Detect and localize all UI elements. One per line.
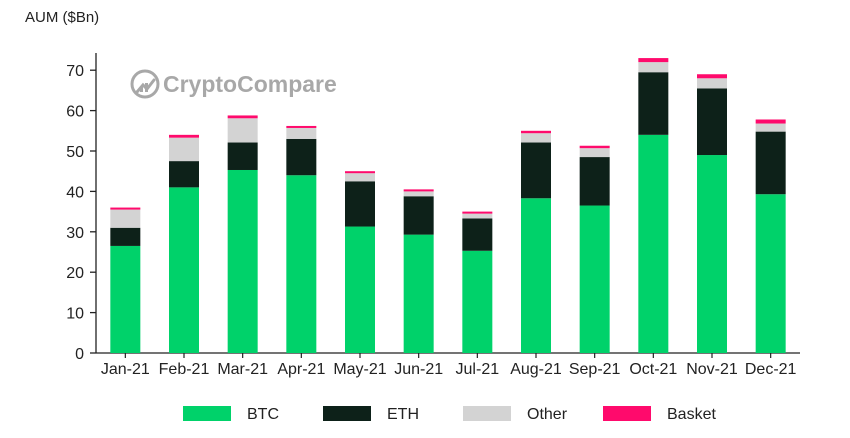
bar-basket-jun-21 [403, 189, 434, 192]
bar-basket-dec-21 [755, 119, 786, 124]
bars [110, 58, 786, 353]
x-tick-label: Dec-21 [745, 361, 797, 378]
legend-label-btc: BTC [247, 406, 279, 423]
legend-swatch-basket [603, 406, 651, 421]
bar-btc-jan-21 [110, 245, 141, 353]
bar-btc-apr-21 [286, 175, 317, 353]
bar-basket-aug-21 [521, 130, 551, 134]
bar-eth-aug-21 [521, 142, 551, 199]
bar-other-mar-21 [227, 118, 258, 143]
bar-btc-aug-21 [521, 198, 551, 353]
y-tick-label: 50 [66, 144, 84, 161]
y-tick-label: 10 [66, 306, 84, 323]
x-tick-label: Jul-21 [456, 361, 500, 378]
x-tick-label: Feb-21 [159, 361, 210, 378]
bar-other-aug-21 [521, 133, 551, 143]
bar-basket-sep-21 [579, 145, 610, 149]
legend-swatch-eth [323, 406, 371, 421]
x-tick-label: Oct-21 [629, 361, 677, 378]
bar-other-nov-21 [697, 78, 727, 89]
legend-swatch-btc [183, 406, 231, 421]
bar-btc-nov-21 [697, 155, 727, 353]
bar-btc-sep-21 [579, 205, 610, 353]
bar-other-oct-21 [638, 62, 669, 73]
bar-eth-sep-21 [579, 157, 610, 206]
x-tick-label: Aug-21 [510, 361, 562, 378]
bar-eth-may-21 [345, 181, 375, 227]
bar-btc-mar-21 [227, 169, 258, 353]
bar-btc-jun-21 [403, 234, 434, 353]
bar-basket-feb-21 [169, 134, 199, 138]
axes: 0 10 20 30 40 50 60 70 [66, 53, 800, 363]
bar-other-jan-21 [110, 209, 141, 228]
bar-other-feb-21 [169, 137, 199, 162]
x-tick-label: Jan-21 [101, 361, 150, 378]
x-tick-label: Nov-21 [686, 361, 738, 378]
y-tick-label: 40 [66, 184, 84, 201]
bar-other-jun-21 [403, 191, 434, 197]
y-axis-label: AUM ($Bn) [25, 9, 99, 26]
bar-eth-oct-21 [638, 72, 669, 135]
bar-basket-mar-21 [227, 115, 258, 119]
x-tick-label: Apr-21 [277, 361, 325, 378]
x-tick-label: Jun-21 [394, 361, 443, 378]
bar-eth-apr-21 [286, 138, 317, 176]
bar-basket-apr-21 [286, 125, 317, 128]
watermark: CryptoCompare [130, 69, 337, 99]
bar-other-apr-21 [286, 127, 317, 139]
legend-swatch-other [463, 406, 511, 421]
bar-eth-jan-21 [110, 227, 141, 246]
bar-eth-nov-21 [697, 88, 727, 156]
bar-eth-jun-21 [403, 196, 434, 235]
bar-eth-mar-21 [227, 142, 258, 170]
legend: BTC ETH Other Basket [183, 406, 716, 423]
bar-btc-dec-21 [755, 194, 786, 353]
x-tick-label: Sep-21 [569, 361, 621, 378]
bar-other-may-21 [345, 173, 375, 182]
x-tick-label: Mar-21 [217, 361, 268, 378]
y-tick-label: 30 [66, 225, 84, 242]
bar-other-jul-21 [462, 213, 493, 219]
bar-btc-oct-21 [638, 134, 669, 353]
bar-eth-feb-21 [169, 161, 199, 188]
y-tick-label: 60 [66, 104, 84, 121]
bar-basket-jan-21 [110, 207, 141, 210]
y-tick-label: 0 [75, 346, 84, 363]
bar-basket-oct-21 [638, 58, 669, 63]
bar-eth-dec-21 [755, 131, 786, 195]
watermark-text: CryptoCompare [163, 71, 337, 97]
x-tick-label: May-21 [333, 361, 386, 378]
x-tick-labels: Jan-21 Feb-21 Mar-21 Apr-21 May-21 Jun-21 Jul-… [101, 353, 797, 378]
legend-label-basket: Basket [667, 406, 716, 423]
cryptocompare-logo-icon [130, 69, 160, 99]
bar-btc-may-21 [345, 226, 375, 353]
bar-eth-jul-21 [462, 218, 493, 251]
y-tick-label: 20 [66, 265, 84, 282]
bar-other-dec-21 [755, 123, 786, 132]
y-tick-label: 70 [66, 63, 84, 80]
bar-basket-nov-21 [697, 74, 727, 79]
bar-basket-may-21 [345, 171, 375, 174]
bar-btc-feb-21 [169, 187, 199, 353]
legend-label-eth: ETH [387, 406, 419, 423]
bar-btc-jul-21 [462, 250, 493, 353]
legend-label-other: Other [527, 406, 568, 423]
bar-other-sep-21 [579, 148, 610, 158]
bar-basket-jul-21 [462, 211, 493, 214]
